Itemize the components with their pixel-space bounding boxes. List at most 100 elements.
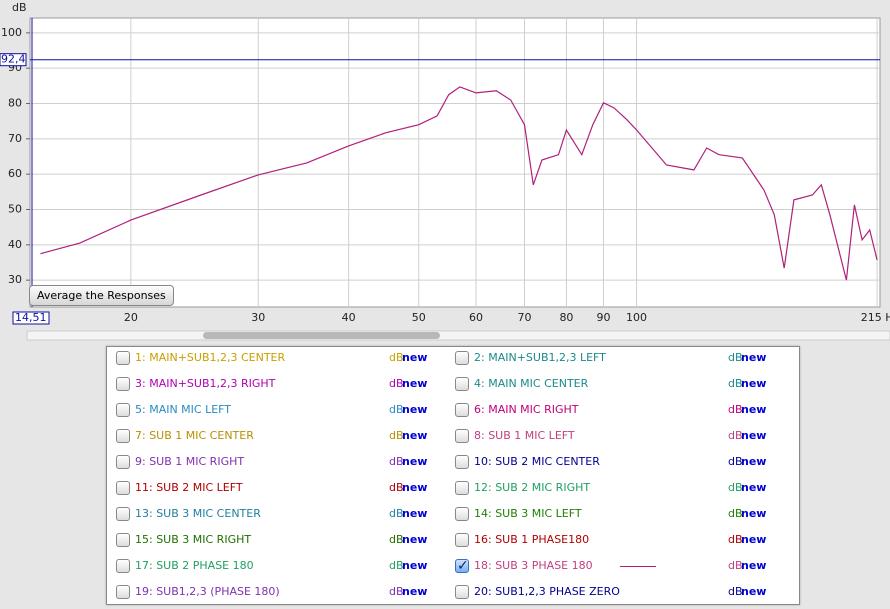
checkbox[interactable] [116, 377, 130, 391]
checkbox[interactable] [455, 429, 469, 443]
checkbox[interactable] [455, 481, 469, 495]
unit-label[interactable]: dB [389, 351, 404, 364]
measurement-label[interactable]: 8: SUB 1 MIC LEFT [474, 429, 575, 442]
checkbox[interactable] [116, 403, 130, 417]
new-label[interactable]: new [741, 455, 767, 468]
unit-label[interactable]: dB [389, 585, 404, 598]
scrollbar[interactable] [26, 330, 890, 341]
unit-label[interactable]: dB [389, 403, 404, 416]
measurement-label[interactable]: 10: SUB 2 MIC CENTER [474, 455, 600, 468]
checkbox[interactable]: ✓ [455, 558, 469, 574]
checkbox[interactable] [116, 351, 130, 365]
unit-label[interactable]: dB [728, 559, 743, 572]
measurement-item: 20: SUB1,2,3 PHASE ZERO dB new [455, 582, 785, 602]
checkbox[interactable] [116, 481, 130, 495]
measurement-label[interactable]: 14: SUB 3 MIC LEFT [474, 507, 582, 520]
x-tick-label: 90 [596, 311, 610, 324]
checkbox[interactable] [116, 533, 130, 547]
measurement-label[interactable]: 15: SUB 3 MIC RIGHT [135, 533, 252, 546]
unit-label[interactable]: dB [728, 481, 743, 494]
unit-label[interactable]: dB [728, 455, 743, 468]
unit-label[interactable]: dB [728, 585, 743, 598]
unit-label[interactable]: dB [728, 403, 743, 416]
checkbox[interactable] [455, 507, 469, 521]
checkbox[interactable] [116, 429, 130, 443]
unit-label[interactable]: dB [389, 455, 404, 468]
new-label[interactable]: new [741, 403, 767, 416]
measurement-item: 13: SUB 3 MIC CENTER dB new [116, 504, 446, 524]
measurement-label[interactable]: 13: SUB 3 MIC CENTER [135, 507, 261, 520]
unit-label[interactable]: dB [389, 533, 404, 546]
measurement-label[interactable]: 2: MAIN+SUB1,2,3 LEFT [474, 351, 606, 364]
new-label[interactable]: new [741, 533, 767, 546]
response-line [40, 86, 878, 281]
measurement-item: 12: SUB 2 MIC RIGHT dB new [455, 478, 785, 498]
y-tick-label: 40 [8, 238, 22, 251]
unit-label[interactable]: dB [389, 429, 404, 442]
new-label[interactable]: new [741, 559, 767, 572]
x-tick-label: 30 [251, 311, 265, 324]
unit-label[interactable]: dB [728, 377, 743, 390]
checkbox[interactable] [455, 351, 469, 365]
average-button[interactable]: Average the Responses [29, 285, 174, 306]
new-label[interactable]: new [741, 429, 767, 442]
checkbox[interactable] [116, 585, 130, 599]
checkbox[interactable] [455, 455, 469, 469]
new-label[interactable]: new [402, 429, 428, 442]
measurement-label[interactable]: 5: MAIN MIC LEFT [135, 403, 232, 416]
unit-label[interactable]: dB [389, 377, 404, 390]
measurement-item: 8: SUB 1 MIC LEFT dB new [455, 426, 785, 446]
new-label[interactable]: new [402, 533, 428, 546]
unit-label[interactable]: dB [389, 559, 404, 572]
new-label[interactable]: new [741, 351, 767, 364]
checkbox[interactable] [455, 533, 469, 547]
measurement-label[interactable]: 6: MAIN MIC RIGHT [474, 403, 579, 416]
measurement-item: 6: MAIN MIC RIGHT dB new [455, 400, 785, 420]
measurement-label[interactable]: 16: SUB 1 PHASE180 [474, 533, 590, 546]
measurement-item: 3: MAIN+SUB1,2,3 RIGHT dB new [116, 374, 446, 394]
measurement-label[interactable]: 20: SUB1,2,3 PHASE ZERO [474, 585, 620, 598]
new-label[interactable]: new [402, 507, 428, 520]
checkbox[interactable] [455, 403, 469, 417]
measurement-label[interactable]: 18: SUB 3 PHASE 180 [474, 559, 593, 572]
measurement-label[interactable]: 17: SUB 2 PHASE 180 [135, 559, 254, 572]
x-tick-label: 70 [517, 311, 531, 324]
measurement-label[interactable]: 19: SUB1,2,3 (PHASE 180) [135, 585, 280, 598]
checkbox[interactable] [116, 455, 130, 469]
checkbox[interactable] [116, 507, 130, 521]
unit-label[interactable]: dB [728, 533, 743, 546]
measurement-label[interactable]: 1: MAIN+SUB1,2,3 CENTER [135, 351, 286, 364]
new-label[interactable]: new [402, 559, 428, 572]
measurement-item: 11: SUB 2 MIC LEFT dB new [116, 478, 446, 498]
checkbox[interactable] [116, 559, 130, 573]
new-label[interactable]: new [402, 377, 428, 390]
measurement-label[interactable]: 4: MAIN MIC CENTER [474, 377, 589, 390]
unit-label[interactable]: dB [728, 351, 743, 364]
new-label[interactable]: new [741, 377, 767, 390]
new-label[interactable]: new [402, 351, 428, 364]
measurement-label[interactable]: 9: SUB 1 MIC RIGHT [135, 455, 245, 468]
new-label[interactable]: new [741, 481, 767, 494]
scrollbar-thumb[interactable] [203, 332, 440, 339]
checkbox[interactable] [455, 585, 469, 599]
unit-label[interactable]: dB [728, 429, 743, 442]
unit-label[interactable]: dB [389, 481, 404, 494]
new-label[interactable]: new [741, 507, 767, 520]
new-label[interactable]: new [402, 403, 428, 416]
new-label[interactable]: new [402, 481, 428, 494]
measurement-item: 5: MAIN MIC LEFT dB new [116, 400, 446, 420]
new-label[interactable]: new [402, 455, 428, 468]
measurement-item: 14: SUB 3 MIC LEFT dB new [455, 504, 785, 524]
measurement-label[interactable]: 7: SUB 1 MIC CENTER [135, 429, 254, 442]
y-tick-label: 80 [8, 96, 22, 109]
x-tick-label: 40 [342, 311, 356, 324]
new-label[interactable]: new [402, 585, 428, 598]
measurement-label[interactable]: 3: MAIN+SUB1,2,3 RIGHT [135, 377, 276, 390]
measurement-label[interactable]: 11: SUB 2 MIC LEFT [135, 481, 243, 494]
checkbox[interactable] [455, 377, 469, 391]
measurement-label[interactable]: 12: SUB 2 MIC RIGHT [474, 481, 591, 494]
unit-label[interactable]: dB [389, 507, 404, 520]
unit-label[interactable]: dB [728, 507, 743, 520]
x-tick-label: 20 [124, 311, 138, 324]
new-label[interactable]: new [741, 585, 767, 598]
